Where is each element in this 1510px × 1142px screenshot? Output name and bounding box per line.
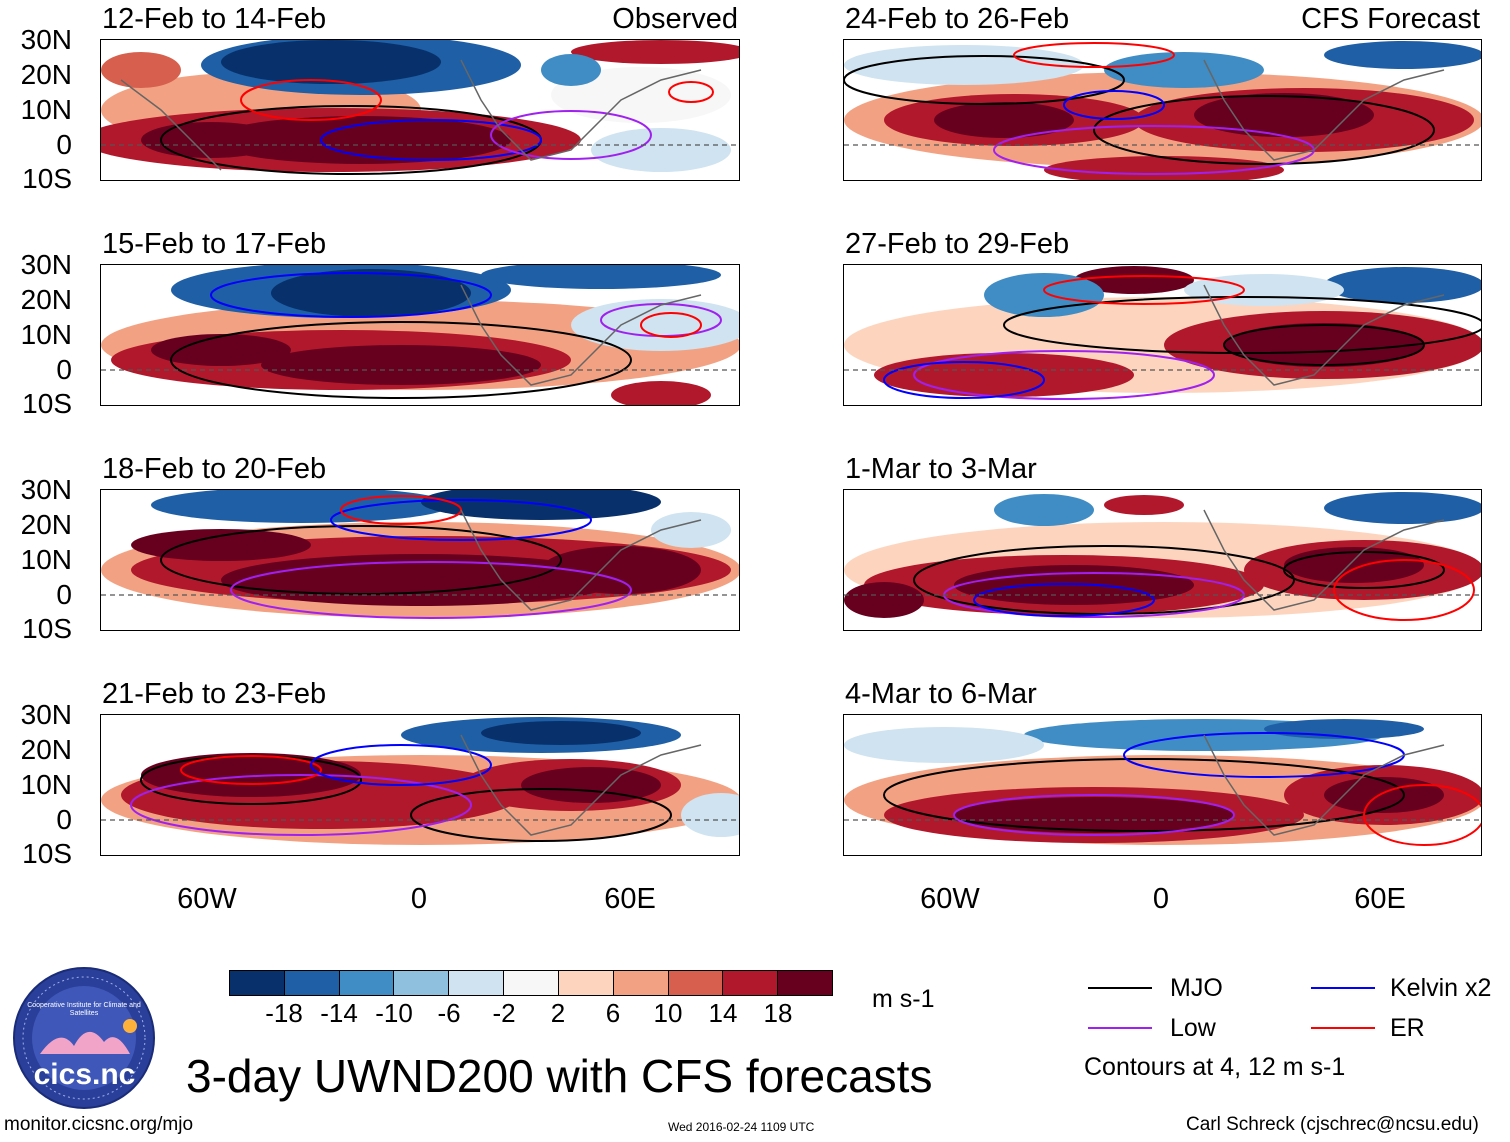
colorbar-swatch (722, 971, 778, 995)
colorbar-swatch (230, 971, 284, 995)
lat-label-10s: 10S (22, 838, 72, 869)
colorbar-swatch (393, 971, 449, 995)
colorbar-swatch (667, 971, 723, 995)
colorbar-tick: 14 (708, 998, 738, 1028)
cics-logo-graphic (13, 967, 155, 1109)
colorbar-swatch (283, 971, 339, 995)
forecast-label: CFS Forecast (1301, 3, 1480, 35)
lat-label-eq: 0 (56, 354, 72, 385)
legend-swatch-er (1311, 1027, 1375, 1029)
lat-label-10s: 10S (22, 613, 72, 644)
map-panel-2 (100, 264, 740, 406)
legend-swatch-low (1088, 1027, 1152, 1029)
map-canvas (101, 717, 739, 845)
legend-label-er: ER (1390, 1014, 1425, 1042)
colorbar-tick: -18 (265, 998, 303, 1028)
lat-label-10n: 10N (20, 319, 72, 350)
observed-label: Observed (612, 3, 738, 35)
logo-text: cics.nc (33, 1058, 136, 1091)
map-panel-1 (100, 39, 740, 181)
map-canvas (844, 41, 1481, 180)
map-panel-8 (843, 714, 1482, 856)
cics-logo: cics.nc Cooperative Institute for Climat… (12, 966, 157, 1111)
lat-label-30n: 30N (20, 24, 72, 55)
colorbar-swatch (612, 971, 668, 995)
colorbar-tick: 18 (763, 998, 793, 1028)
lat-label-30n: 30N (20, 699, 72, 730)
lat-label-20n: 20N (20, 509, 72, 540)
legend-swatch-kelvin (1311, 987, 1375, 989)
map-panel-3 (100, 489, 740, 631)
panel-title-4: 21-Feb to 23-Feb (102, 678, 327, 710)
lat-label-eq: 0 (56, 804, 72, 835)
colorbar-swatch (777, 971, 832, 995)
colorbar-swatch (448, 971, 504, 995)
colorbar-swatch (557, 971, 613, 995)
map-canvas (101, 40, 739, 175)
lat-label-30n: 30N (20, 474, 72, 505)
lat-label-10s: 10S (22, 388, 72, 419)
map-canvas (844, 492, 1481, 621)
lat-label-eq: 0 (56, 579, 72, 610)
lon-label-60e: 60E (1354, 883, 1406, 915)
panel-title-8: 4-Mar to 6-Mar (845, 678, 1037, 710)
legend-label-kelvin: Kelvin x2 (1390, 974, 1492, 1002)
colorbar (229, 970, 833, 996)
lon-label-0: 0 (410, 883, 428, 915)
colorbar-tick: -6 (437, 998, 461, 1028)
lat-label-eq: 0 (56, 129, 72, 160)
colorbar-tick: -14 (320, 998, 358, 1028)
map-canvas (844, 266, 1481, 400)
credit: Carl Schreck (cjschrec@ncsu.edu) (1186, 1114, 1479, 1135)
contour-note: Contours at 4, 12 m s-1 (1084, 1053, 1346, 1081)
map-panel-7 (843, 489, 1482, 631)
legend-swatch-mjo (1088, 987, 1152, 989)
panel-title-2: 15-Feb to 17-Feb (102, 228, 327, 260)
map-panel-6 (843, 264, 1482, 406)
lon-label-60e: 60E (604, 883, 656, 915)
colorbar-tick: 10 (653, 998, 683, 1028)
colorbar-tick: 6 (605, 998, 621, 1028)
panel-title-1: 12-Feb to 14-Feb (102, 3, 327, 35)
lat-label-10s: 10S (22, 163, 72, 194)
map-panel-4 (100, 714, 740, 856)
map-canvas (101, 490, 739, 619)
lat-label-20n: 20N (20, 59, 72, 90)
colorbar-tick: 2 (550, 998, 566, 1028)
website-link[interactable]: monitor.cicsnc.org/mjo (4, 1114, 194, 1135)
colorbar-tick: -10 (375, 998, 413, 1028)
legend-label-mjo: MJO (1170, 974, 1223, 1002)
figure-title: 3-day UWND200 with CFS forecasts (186, 1050, 933, 1102)
units-label: m s-1 (872, 985, 935, 1013)
lat-label-10n: 10N (20, 544, 72, 575)
map-canvas (844, 719, 1481, 846)
map-panel-5 (843, 39, 1482, 181)
panel-title-6: 27-Feb to 29-Feb (845, 228, 1070, 260)
colorbar-swatch (338, 971, 394, 995)
lat-label-20n: 20N (20, 284, 72, 315)
lat-label-10n: 10N (20, 94, 72, 125)
map-canvas (101, 265, 739, 405)
lon-label-60w: 60W (920, 883, 980, 915)
panel-title-3: 18-Feb to 20-Feb (102, 453, 327, 485)
lat-label-10n: 10N (20, 769, 72, 800)
lon-label-60w: 60W (177, 883, 237, 915)
colorbar-swatch (503, 971, 558, 995)
lat-label-30n: 30N (20, 249, 72, 280)
lat-label-20n: 20N (20, 734, 72, 765)
panel-title-5: 24-Feb to 26-Feb (845, 3, 1070, 35)
colorbar-tick: -2 (492, 998, 516, 1028)
lon-label-0: 0 (1152, 883, 1170, 915)
logo-ring-text: Cooperative Institute for Climate and Sa… (27, 1002, 141, 1017)
legend-label-low: Low (1170, 1014, 1216, 1042)
timestamp: Wed 2016-02-24 1109 UTC (668, 1120, 815, 1134)
panel-title-7: 1-Mar to 3-Mar (845, 453, 1037, 485)
